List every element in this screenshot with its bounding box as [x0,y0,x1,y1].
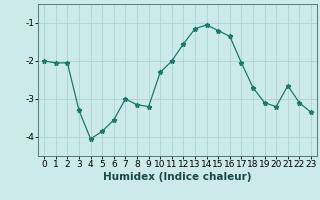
X-axis label: Humidex (Indice chaleur): Humidex (Indice chaleur) [103,172,252,182]
